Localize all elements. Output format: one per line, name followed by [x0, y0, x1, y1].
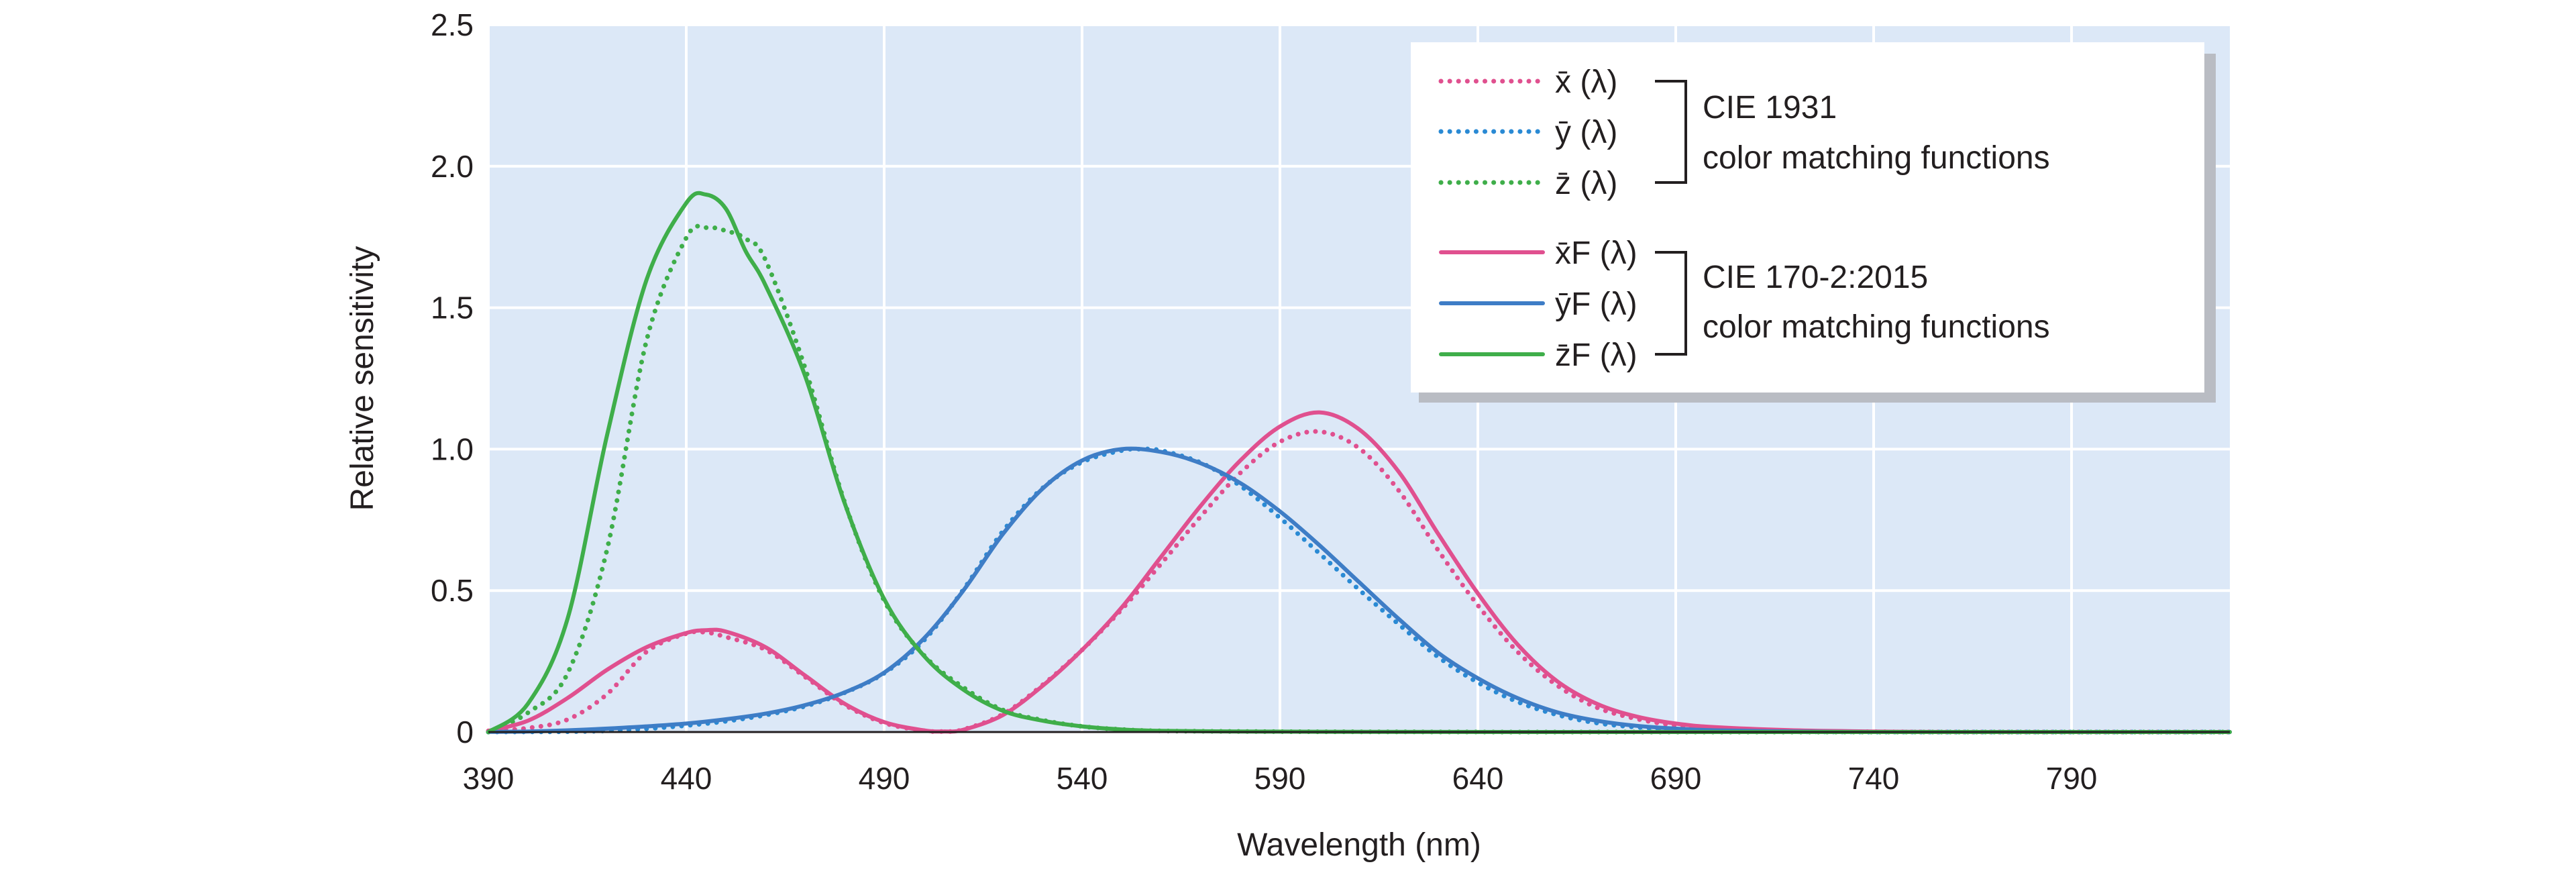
legend-label: x̄F (λ): [1555, 236, 1638, 271]
legend-label: z̄F (λ): [1555, 337, 1638, 373]
x-tick-label: 590: [1254, 761, 1306, 796]
y-tick-label: 1.0: [431, 431, 474, 466]
y-tick-labels: 0 0.5 1.0 1.5 2.0 2.5: [431, 7, 474, 749]
y-tick-label: 2.5: [431, 7, 474, 42]
y-tick-label: 1.5: [431, 291, 474, 325]
x-tick-label: 540: [1057, 761, 1108, 796]
y-tick-label: 2.0: [431, 149, 474, 184]
legend-label: x̄ (λ): [1555, 64, 1617, 100]
legend-label: ȳF (λ): [1555, 287, 1638, 322]
y-tick-label: 0: [456, 715, 474, 749]
x-tick-label: 740: [1848, 761, 1900, 796]
x-tick-labels: 390 440 490 540 590 640 690 740 790: [463, 761, 2098, 796]
legend: x̄ (λ) ȳ (λ) z̄ (λ) x̄F (λ) ȳF (λ) z̄F (λ) CI…: [1411, 42, 2216, 403]
legend-group-1931-subtitle: color matching functions: [1703, 140, 2050, 176]
legend-box: [1411, 42, 2204, 393]
x-tick-label: 640: [1452, 761, 1504, 796]
legend-group-2015-title: CIE 170-2:2015: [1703, 260, 1928, 295]
x-tick-label: 390: [463, 761, 515, 796]
y-tick-label: 0.5: [431, 573, 474, 608]
legend-group-2015-subtitle: color matching functions: [1703, 309, 2050, 345]
legend-items: x̄ (λ) ȳ (λ) z̄ (λ) x̄F (λ) ȳF (λ) z̄F (λ): [1438, 64, 1638, 373]
legend-bracket-1931: [1655, 80, 1687, 184]
x-tick-label: 690: [1650, 761, 1702, 796]
legend-label: z̄ (λ): [1555, 166, 1617, 201]
x-tick-label: 490: [859, 761, 910, 796]
y-axis-label: Relative sensitivity: [345, 246, 380, 511]
legend-bracket-2015: [1655, 251, 1687, 356]
legend-label: ȳ (λ): [1555, 115, 1617, 150]
x-tick-label: 790: [2046, 761, 2098, 796]
x-axis-label: Wavelength (nm): [1237, 827, 1481, 863]
x-tick-label: 440: [661, 761, 712, 796]
legend-group-1931-title: CIE 1931: [1703, 90, 1837, 125]
